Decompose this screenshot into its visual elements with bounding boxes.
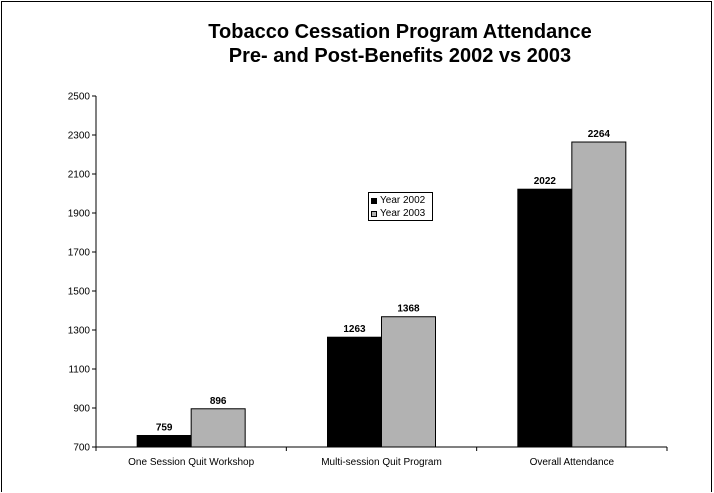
data-label: 2022 <box>534 176 557 187</box>
y-tick-label: 1300 <box>68 326 91 337</box>
y-tick-label: 1100 <box>68 365 90 376</box>
y-tick-label: 700 <box>73 443 90 454</box>
y-tick-label: 2100 <box>68 170 91 181</box>
y-tick-label: 900 <box>73 404 90 415</box>
y-tick-label: 2300 <box>68 131 91 142</box>
legend-label-2002: Year 2002 <box>380 195 426 206</box>
bar-year-2003 <box>571 141 627 448</box>
bar-year-2002 <box>327 336 382 448</box>
bar-year-2003 <box>190 408 246 448</box>
legend: Year 2002 Year 2003 <box>368 192 433 221</box>
legend-label-2003: Year 2003 <box>380 208 426 219</box>
data-label: 1263 <box>343 324 366 335</box>
chart-subtitle: Pre- and Post-Benefits 2002 vs 2003 <box>228 45 572 67</box>
bar-year-2002 <box>136 434 192 448</box>
legend-swatch-2002 <box>371 197 377 204</box>
y-tick-label: 2500 <box>68 92 91 103</box>
chart-title: Tobacco Cessation Program Attendance <box>208 21 592 43</box>
data-label: 759 <box>156 422 173 433</box>
y-tick-label: 1700 <box>68 248 91 259</box>
y-tick-label: 1500 <box>68 287 91 298</box>
legend-entry-2002: Year 2002 <box>371 194 430 207</box>
y-tick-label: 1900 <box>68 209 91 220</box>
legend-entry-2003: Year 2003 <box>371 207 430 220</box>
data-label: 1368 <box>397 304 420 315</box>
x-category-label: Multi-session Quit Program <box>321 457 442 468</box>
bar-year-2002 <box>517 188 573 448</box>
x-category-label: One Session Quit Workshop <box>128 457 254 468</box>
data-label: 2264 <box>588 129 611 140</box>
legend-swatch-2003 <box>371 210 377 217</box>
bar-year-2003 <box>381 316 436 448</box>
x-category-label: Overall Attendance <box>530 457 615 468</box>
data-label: 896 <box>210 396 227 407</box>
